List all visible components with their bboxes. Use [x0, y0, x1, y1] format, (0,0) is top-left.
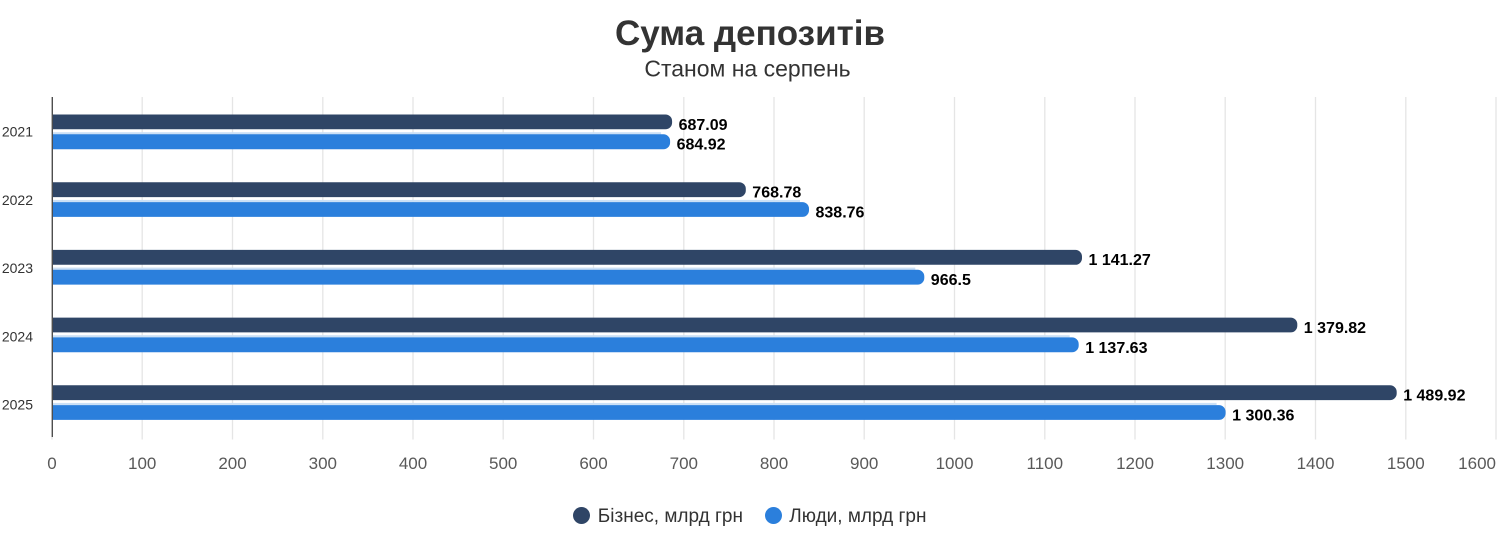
- svg-text:800: 800: [760, 454, 788, 473]
- svg-text:1600: 1600: [1458, 454, 1496, 473]
- svg-text:2023: 2023: [2, 260, 33, 276]
- svg-text:300: 300: [309, 454, 337, 473]
- svg-text:0: 0: [47, 454, 56, 473]
- svg-text:1 300.36: 1 300.36: [1232, 407, 1294, 424]
- svg-text:Станом на серпень: Станом на серпень: [644, 56, 850, 82]
- svg-text:400: 400: [399, 454, 427, 473]
- svg-text:1 141.27: 1 141.27: [1089, 252, 1151, 269]
- svg-text:1300: 1300: [1206, 454, 1244, 473]
- svg-text:Люди, млрд грн: Люди, млрд грн: [789, 506, 926, 527]
- svg-text:600: 600: [579, 454, 607, 473]
- svg-text:1 489.92: 1 489.92: [1403, 388, 1465, 405]
- svg-text:838.76: 838.76: [816, 204, 865, 221]
- svg-text:Бізнес, млрд грн: Бізнес, млрд грн: [598, 506, 743, 527]
- svg-text:966.5: 966.5: [931, 272, 971, 289]
- svg-text:900: 900: [850, 454, 878, 473]
- svg-text:500: 500: [489, 454, 517, 473]
- svg-text:684.92: 684.92: [677, 137, 726, 154]
- svg-text:1100: 1100: [1027, 454, 1064, 473]
- svg-text:2025: 2025: [2, 397, 33, 413]
- svg-text:687.09: 687.09: [679, 117, 728, 134]
- svg-text:1000: 1000: [936, 454, 974, 473]
- svg-text:100: 100: [128, 454, 156, 473]
- svg-text:2022: 2022: [2, 192, 33, 208]
- svg-text:1200: 1200: [1116, 454, 1154, 473]
- svg-text:2024: 2024: [2, 328, 33, 344]
- svg-text:Сума депозитів: Сума депозитів: [615, 14, 885, 53]
- svg-text:700: 700: [670, 454, 698, 473]
- svg-text:1 379.82: 1 379.82: [1304, 320, 1366, 337]
- svg-text:2021: 2021: [2, 124, 33, 140]
- svg-text:200: 200: [218, 454, 246, 473]
- svg-text:1 137.63: 1 137.63: [1085, 340, 1147, 357]
- svg-text:1400: 1400: [1297, 454, 1335, 473]
- svg-text:768.78: 768.78: [752, 185, 801, 202]
- svg-text:1500: 1500: [1387, 454, 1425, 473]
